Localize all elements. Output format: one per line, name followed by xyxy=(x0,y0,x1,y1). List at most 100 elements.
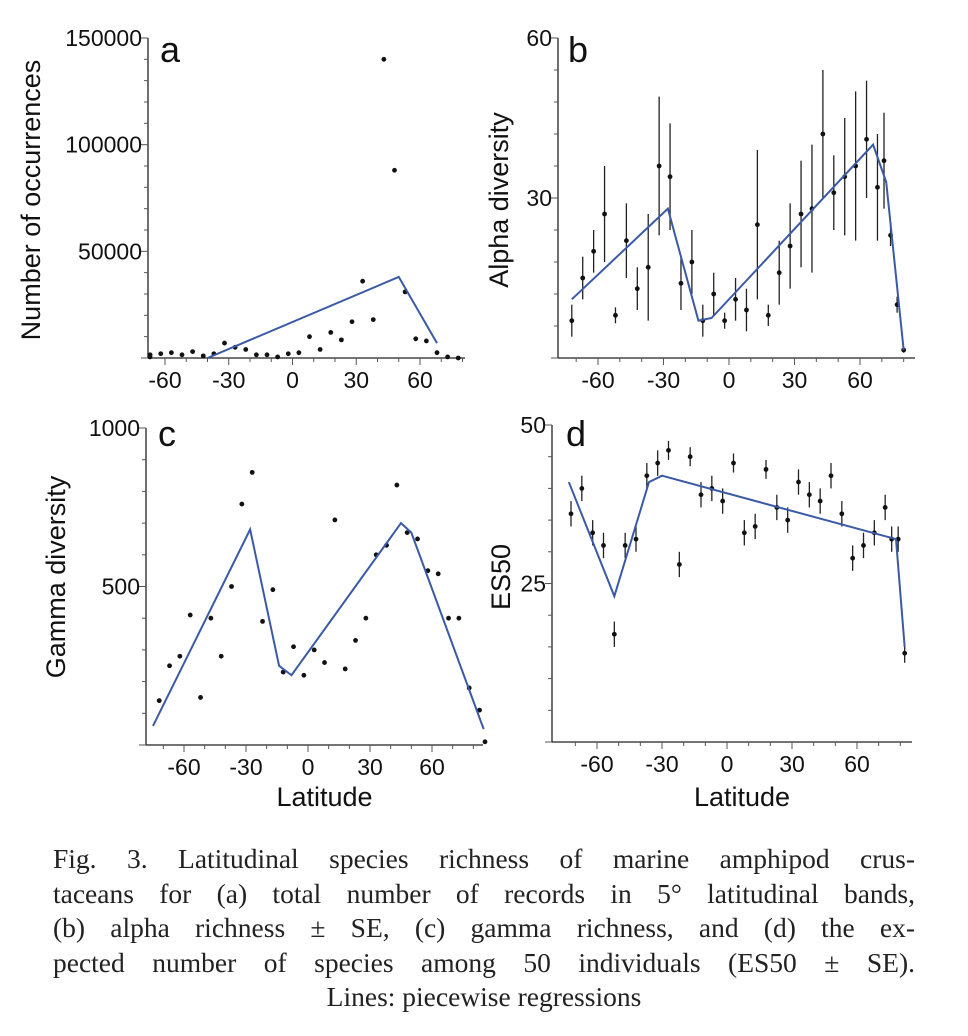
data-point xyxy=(644,473,650,479)
data-point xyxy=(806,492,812,498)
data-point xyxy=(332,517,338,523)
panel-letter: a xyxy=(160,29,181,70)
data-point xyxy=(828,473,834,479)
x-tick-label: -30 xyxy=(229,754,262,780)
data-point xyxy=(776,270,782,276)
data-point xyxy=(208,615,214,621)
data-point xyxy=(190,349,196,354)
data-point xyxy=(602,211,607,217)
caption-line: pected number of species among 50 indivi… xyxy=(53,946,915,978)
data-point xyxy=(655,460,661,466)
data-point xyxy=(733,296,738,302)
data-point xyxy=(839,511,845,517)
x-tick-label: 30 xyxy=(779,751,805,777)
data-point xyxy=(787,243,793,249)
x-tick-label: -30 xyxy=(645,751,678,777)
data-point xyxy=(763,466,769,472)
data-point xyxy=(720,498,726,504)
data-point xyxy=(568,511,574,517)
caption-line: (b) alpha richness ± SE, (c) gamma richn… xyxy=(53,912,915,943)
data-point xyxy=(423,338,429,344)
data-point xyxy=(434,350,440,356)
data-point xyxy=(311,647,317,653)
y-tick-label: 1000 xyxy=(89,415,140,441)
data-point xyxy=(882,505,888,510)
x-tick-label: 30 xyxy=(782,367,808,393)
x-tick-label: 60 xyxy=(419,754,445,780)
y-tick-label: 500 xyxy=(102,574,140,600)
y-axis-label: Gamma diversity xyxy=(41,475,71,678)
data-point xyxy=(482,739,488,745)
data-point xyxy=(455,355,461,361)
data-point xyxy=(731,460,736,466)
data-point xyxy=(881,158,887,164)
regression-line xyxy=(571,142,905,351)
caption-line: taceans for (a) total number of records … xyxy=(53,877,915,909)
data-point xyxy=(864,136,869,142)
y-tick-label: 60 xyxy=(526,25,552,51)
data-point xyxy=(765,312,771,318)
data-point xyxy=(902,650,908,656)
data-point xyxy=(850,555,856,561)
data-point xyxy=(676,562,682,567)
panel-letter: c xyxy=(158,413,176,454)
data-point xyxy=(200,353,206,359)
data-point xyxy=(645,264,651,270)
x-tick-label: -60 xyxy=(580,751,613,777)
data-point xyxy=(446,615,451,621)
data-point xyxy=(415,536,420,542)
data-point xyxy=(634,286,640,292)
data-point xyxy=(360,278,366,284)
data-point xyxy=(285,351,291,357)
data-point xyxy=(322,660,327,665)
x-tick-label: 60 xyxy=(844,751,870,777)
data-point xyxy=(666,447,671,453)
x-tick-label: 30 xyxy=(343,367,369,393)
data-point xyxy=(260,618,265,624)
x-axis-label: Latitude xyxy=(276,782,372,812)
y-axis-label: ES50 xyxy=(486,544,516,610)
data-point xyxy=(363,615,369,621)
data-point xyxy=(413,336,419,342)
x-tick-label: -30 xyxy=(647,367,680,393)
data-point xyxy=(633,536,639,542)
data-point xyxy=(187,612,193,618)
data-point xyxy=(861,543,866,548)
data-point xyxy=(622,543,628,548)
data-point xyxy=(796,479,801,485)
data-point xyxy=(580,275,586,281)
x-tick-label: 0 xyxy=(286,367,299,393)
data-point xyxy=(817,498,823,504)
data-point xyxy=(317,347,323,352)
y-tick-label: 50000 xyxy=(78,238,142,264)
y-axis-label: Alpha diversity xyxy=(484,112,514,288)
y-tick-label: 50 xyxy=(520,412,546,438)
y-tick-label: 30 xyxy=(526,185,552,211)
x-tick-label: -60 xyxy=(148,367,181,393)
data-point xyxy=(875,184,880,190)
data-point xyxy=(239,501,245,507)
data-point xyxy=(249,469,255,475)
caption-line: Lines: piecewise regressions xyxy=(326,981,642,1012)
data-point xyxy=(404,530,410,536)
x-tick-label: -30 xyxy=(212,367,245,393)
data-point xyxy=(687,454,693,460)
data-point xyxy=(689,259,695,265)
panel-a: 50000 100000 150000 -60 -30 0 30 60 Number of oc… xyxy=(16,25,465,393)
data-point xyxy=(253,352,259,358)
data-point xyxy=(156,698,162,704)
panel-c: 500 1000 -60 -30 0 30 60 Gamma diversity Latitud… xyxy=(41,413,488,812)
data-point xyxy=(754,222,760,228)
data-point xyxy=(590,530,596,536)
data-point xyxy=(198,695,203,700)
x-tick-label: 30 xyxy=(357,754,383,780)
data-point xyxy=(591,248,597,254)
data-point xyxy=(820,131,826,137)
data-point xyxy=(831,190,837,196)
data-point xyxy=(456,615,462,621)
data-point xyxy=(349,319,355,325)
data-point xyxy=(370,317,376,322)
data-point xyxy=(177,653,183,659)
data-point xyxy=(698,492,704,498)
data-point xyxy=(243,347,249,352)
